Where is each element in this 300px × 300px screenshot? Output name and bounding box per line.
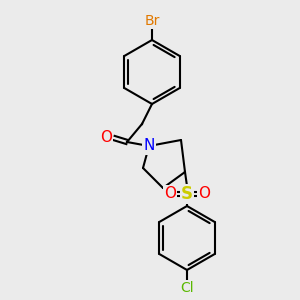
Text: O: O: [100, 130, 112, 146]
Text: Cl: Cl: [180, 281, 194, 295]
Text: S: S: [181, 185, 193, 203]
Text: Br: Br: [144, 14, 160, 28]
Text: N: N: [143, 139, 155, 154]
Text: O: O: [164, 187, 176, 202]
Text: O: O: [198, 187, 210, 202]
